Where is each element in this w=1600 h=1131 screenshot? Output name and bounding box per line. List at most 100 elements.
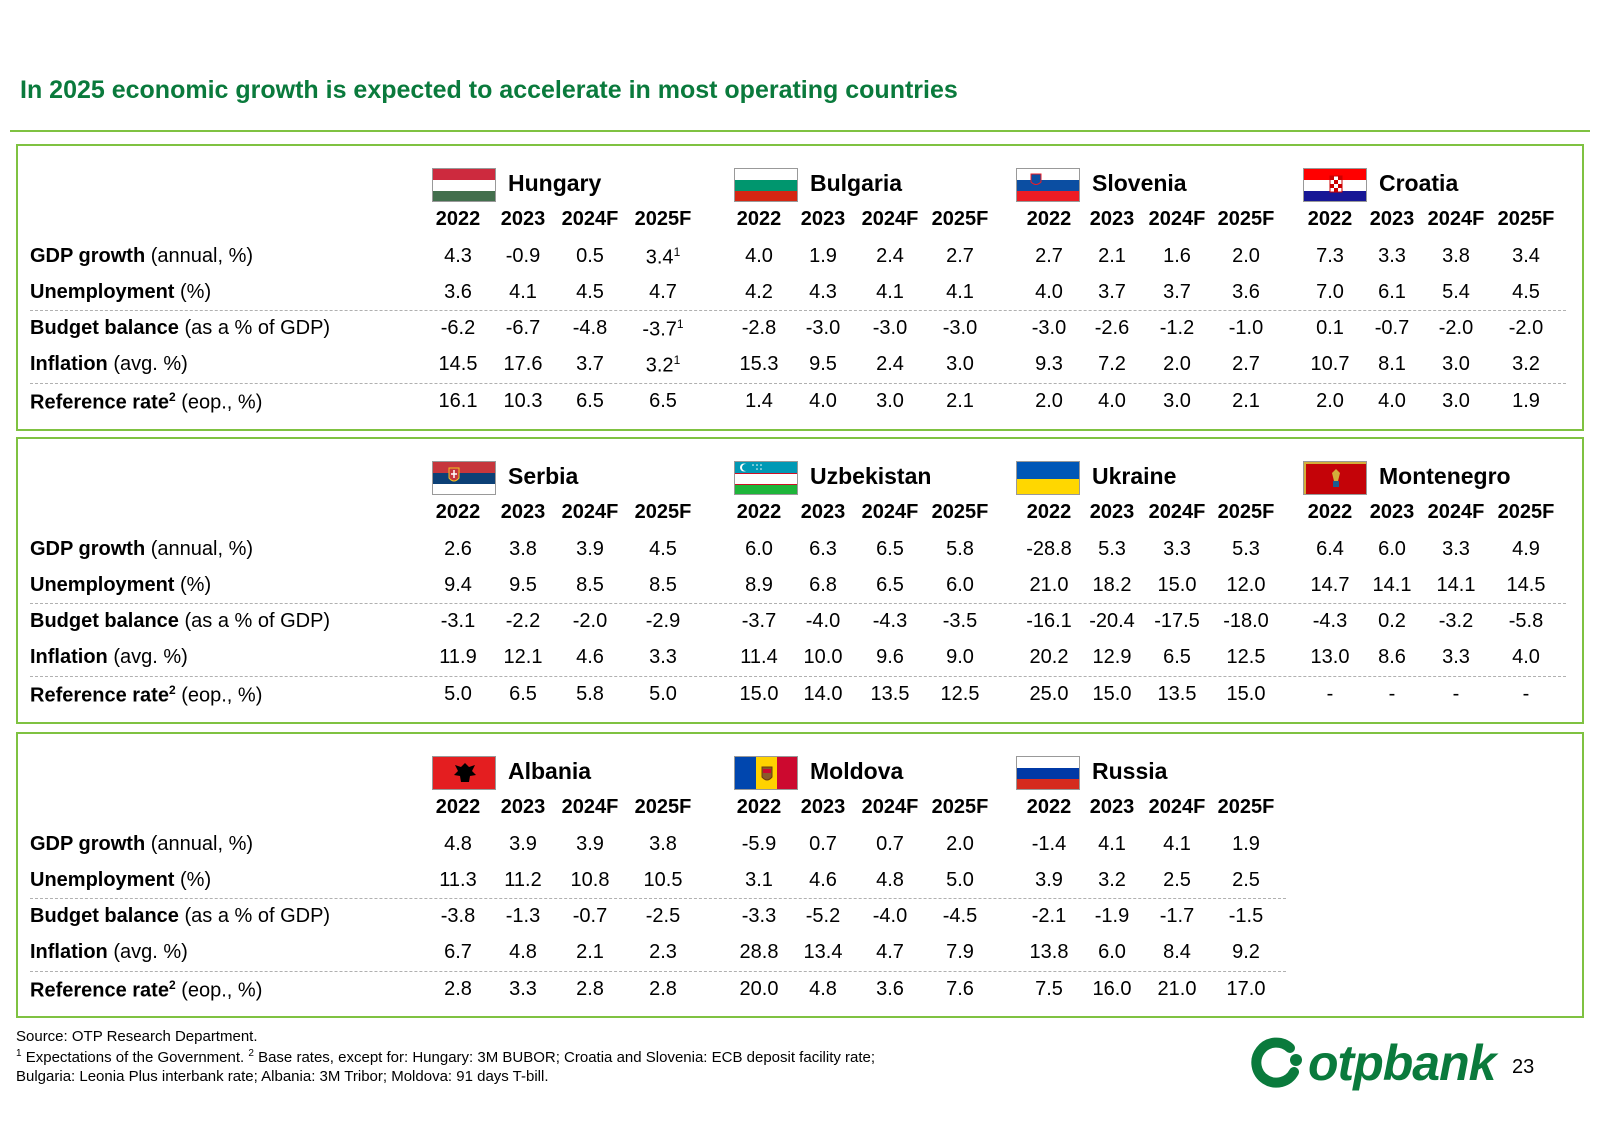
table-cell: 9.3 — [1035, 353, 1063, 375]
table-cell: 6.1 — [1378, 281, 1406, 303]
table-cell: 4.1 — [509, 281, 537, 303]
bulgaria-flag — [734, 168, 798, 202]
table-cell: 7.6 — [946, 978, 974, 1000]
table-cell: 21.0 — [1157, 978, 1197, 1000]
table-cell: 14.1 — [1436, 574, 1476, 596]
table-cell: 6.4 — [1316, 538, 1344, 560]
table-cell: 2.6 — [444, 538, 472, 560]
table-cell: 25.0 — [1029, 683, 1069, 705]
row-label-unit: (%) — [174, 281, 212, 303]
table-cell: 4.5 — [576, 281, 604, 303]
table-cell: 5.3 — [1098, 538, 1126, 560]
table-cell: 2.1 — [946, 390, 974, 412]
year-header: 2024F — [1427, 501, 1485, 523]
table-cell: 2.3 — [649, 941, 677, 963]
table-cell: -5.2 — [805, 905, 841, 927]
table-cell: 3.8 — [649, 833, 677, 855]
table-cell: 11.9 — [439, 646, 477, 668]
year-header: 2024F — [1148, 796, 1206, 818]
country-panel: GDP growth (annual, %) Unemployment (%) Bu… — [16, 144, 1584, 431]
table-cell: 7.5 — [1035, 978, 1063, 1000]
table-cell: 0.2 — [1378, 610, 1406, 632]
table-cell: 5.0 — [444, 683, 472, 705]
country-header: Montenegro — [1303, 461, 1511, 501]
year-header: 2025F — [1497, 501, 1555, 523]
table-cell: 4.7 — [876, 941, 904, 963]
country-name: Moldova — [810, 758, 904, 784]
table-cell: -3.0 — [942, 317, 978, 339]
country-name: Slovenia — [1092, 170, 1187, 196]
table-cell: 3.8 — [509, 538, 537, 560]
footnote-line: 1 Expectations of the Government. 2 Base… — [16, 1048, 875, 1066]
row-label-name: Budget balance — [30, 905, 179, 927]
year-header: 2024F — [861, 796, 919, 818]
table-cell: 4.3 — [809, 281, 837, 303]
table-cell: 2.7 — [946, 245, 974, 267]
row-label-name: Budget balance — [30, 317, 179, 339]
table-cell: 5.0 — [649, 683, 677, 705]
country-header: Hungary — [432, 168, 632, 208]
table-cell: 2.0 — [1163, 353, 1191, 375]
table-cell: 3.6 — [444, 281, 472, 303]
table-cell: 6.5 — [649, 390, 677, 412]
year-header: 2022 — [435, 208, 481, 230]
row-label-unit: (eop., %) — [175, 391, 263, 414]
table-cell: -1.3 — [505, 905, 541, 927]
year-header: 2025F — [634, 796, 692, 818]
table-cell: 4.0 — [1035, 281, 1063, 303]
croatia-flag — [1303, 168, 1367, 202]
table-cell: -1.7 — [1159, 905, 1195, 927]
table-cell: -1.2 — [1159, 317, 1195, 339]
table-cell: 6.5 — [1163, 646, 1191, 668]
table-cell: -5.9 — [741, 833, 777, 855]
year-header: 2025F — [931, 208, 989, 230]
table-cell: 10.8 — [570, 869, 610, 891]
table-cell: 6.5 — [876, 538, 904, 560]
footnote-1-marker: 1 — [16, 1048, 22, 1059]
moldova-flag — [734, 756, 798, 790]
year-header: 2025F — [931, 796, 989, 818]
table-cell: -3.0 — [805, 317, 841, 339]
year-header: 2022 — [435, 501, 481, 523]
row-separator — [30, 603, 1566, 604]
table-cell: 6.5 — [876, 574, 904, 596]
row-label-footnote: 2 — [168, 683, 176, 697]
row-label-unit: (eop., %) — [175, 979, 263, 1002]
table-cell: 3.7 — [1098, 281, 1126, 303]
table-cell: 12.5 — [1226, 646, 1266, 668]
table-cell: -4.0 — [805, 610, 841, 632]
table-cell: 1.9 — [1232, 833, 1260, 855]
table-cell: 17.0 — [1226, 978, 1266, 1000]
table-cell: 7.9 — [946, 941, 974, 963]
table-cell: 7.2 — [1098, 353, 1126, 375]
row-label-name: Reference rate — [30, 391, 169, 414]
country-panel: GDP growth (annual, %) Unemployment (%) Bu… — [16, 437, 1584, 724]
row-label: Inflation (avg. %) — [30, 941, 188, 964]
uzbekistan-flag — [734, 461, 798, 495]
table-cell: 3.8 — [1442, 245, 1470, 267]
row-label-unit: (eop., %) — [175, 684, 263, 707]
footnote-2-text: Base rates, except for: Hungary: 3M BUBO… — [253, 1049, 876, 1066]
row-label-name: Reference rate — [30, 684, 169, 707]
row-separator — [30, 676, 1566, 677]
table-cell: 11.4 — [740, 646, 778, 668]
table-cell: 5.3 — [1232, 538, 1260, 560]
country-name: Albania — [508, 758, 592, 784]
table-cell: -2.2 — [505, 610, 541, 632]
table-cell: 4.0 — [1512, 646, 1540, 668]
footnote-2-marker: 2 — [248, 1048, 254, 1059]
table-cell: 4.0 — [1378, 390, 1406, 412]
table-cell: - — [1522, 683, 1530, 705]
table-cell: -3.2 — [1438, 610, 1474, 632]
cell-footnote: 1 — [676, 317, 684, 331]
table-cell: 12.5 — [940, 683, 980, 705]
table-cell: -28.8 — [1026, 538, 1072, 560]
row-label: Unemployment (%) — [30, 281, 211, 304]
table-cell: 15.0 — [739, 683, 779, 705]
table-cell: 4.8 — [509, 941, 537, 963]
year-header: 2023 — [1089, 796, 1135, 818]
row-label-name: GDP growth — [30, 833, 146, 855]
row-label: Reference rate2 (eop., %) — [30, 978, 262, 1003]
table-cell: -0.7 — [1374, 317, 1410, 339]
row-label: Inflation (avg. %) — [30, 353, 188, 376]
